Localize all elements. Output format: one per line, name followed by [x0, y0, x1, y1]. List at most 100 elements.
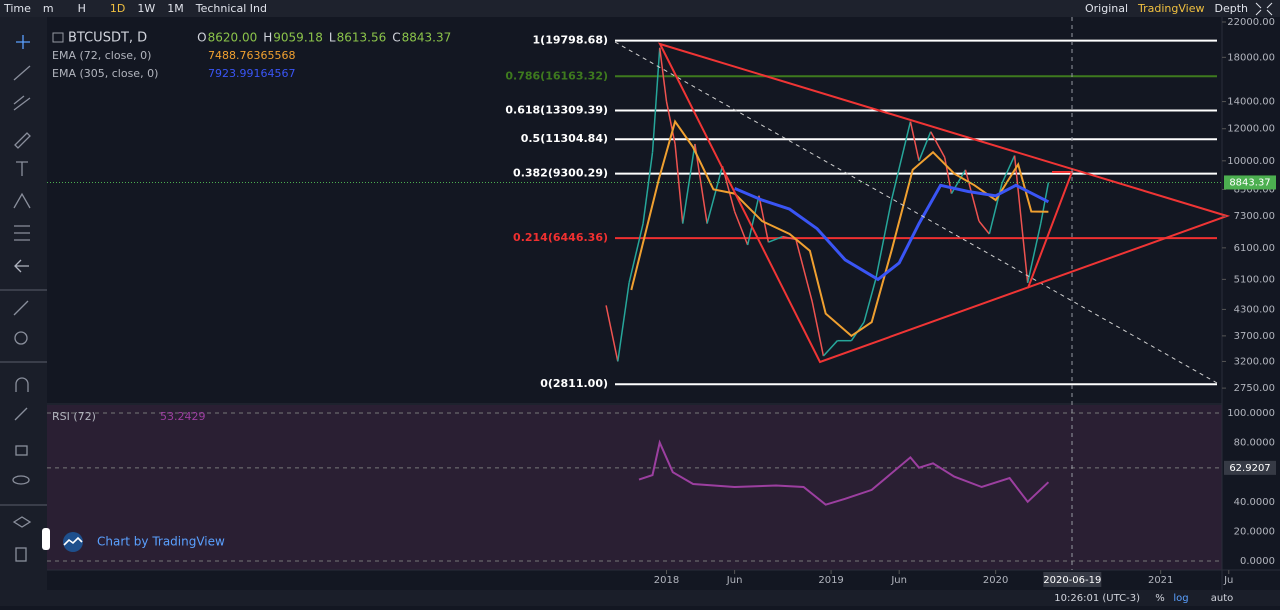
price-segment — [733, 211, 749, 246]
ohlc-key: C — [392, 31, 400, 45]
x-tick-label: Ju — [1223, 575, 1233, 586]
ohlc-value: 8843.37 — [402, 31, 452, 45]
last-price-box — [1224, 175, 1276, 190]
toolbar-button[interactable]: Depth — [1214, 2, 1248, 15]
scale-button[interactable]: auto — [1211, 593, 1234, 604]
fib-label: 0.5(11304.84) — [521, 132, 608, 145]
tv-logo-mark — [63, 536, 83, 546]
price-segment — [811, 301, 825, 357]
y-tick-label: 6100.00 — [1234, 243, 1275, 254]
pattern-icon — [13, 192, 31, 209]
toolbar-button[interactable]: Time — [3, 2, 31, 15]
cursor-date-box — [1043, 572, 1102, 587]
scale-button[interactable]: % — [1155, 593, 1165, 604]
price-segment — [758, 195, 770, 243]
price-segment — [682, 143, 696, 224]
x-tick-label: 2021 — [1148, 575, 1173, 586]
price-segment — [918, 131, 932, 162]
toolbar-button[interactable]: 1W — [137, 2, 155, 15]
plot-layer — [47, 39, 1222, 562]
price-segment — [617, 282, 630, 362]
price-segment — [1026, 223, 1042, 284]
trash-icon — [15, 547, 27, 562]
price-segment — [795, 239, 813, 302]
price-segment — [659, 47, 668, 102]
collapse-handle[interactable] — [42, 528, 50, 550]
bottom-bar — [0, 590, 1280, 606]
ema-line — [734, 183, 1050, 282]
watermark: Chart by TradingView — [97, 535, 225, 549]
price-segment — [651, 47, 661, 153]
price-segment — [978, 220, 990, 235]
toolbar-button[interactable]: 1M — [167, 2, 184, 15]
price-segment — [1001, 155, 1016, 184]
toolbar-button[interactable]: m — [43, 2, 54, 15]
symbol[interactable]: BTCUSDT, D — [68, 31, 147, 46]
scale-button[interactable]: log — [1173, 593, 1188, 604]
y-tick-label: 14000.00 — [1227, 97, 1275, 108]
fib-label: 1(19798.68) — [533, 34, 608, 47]
rsi-tick-label: 80.0000 — [1234, 438, 1275, 449]
left-toolbar — [0, 17, 47, 606]
toolbar-button[interactable]: 1D — [110, 2, 125, 15]
price-segment — [1013, 155, 1029, 283]
back-icon — [14, 259, 29, 273]
y-tick-label: 12000.00 — [1227, 124, 1275, 135]
y-tick-label: 4300.00 — [1234, 304, 1275, 315]
toolbar-button[interactable]: Original — [1085, 2, 1128, 15]
last-price: 8843.37 — [1229, 177, 1270, 188]
text-icon — [16, 161, 28, 176]
rsi-marker: 62.9207 — [1229, 463, 1270, 474]
price-segment — [706, 165, 724, 224]
price-segment — [642, 152, 654, 224]
y-tick-label: 22000.00 — [1227, 17, 1275, 28]
y-tick-label: 3700.00 — [1234, 331, 1275, 342]
toolbar-button[interactable]: H — [78, 2, 86, 15]
fib-label: 0(2811.00) — [540, 377, 608, 390]
fullscreen-icon[interactable] — [1255, 2, 1273, 16]
indicator-value: 7488.76365568 — [208, 49, 295, 62]
indicator-value: 7923.99164567 — [208, 67, 295, 80]
crosshair-icon — [16, 35, 30, 49]
fib-label: 0.618(13309.39) — [505, 103, 608, 116]
toolbar-button[interactable]: TradingView — [1137, 2, 1204, 15]
ohlc-value: 8613.56 — [337, 31, 387, 45]
rsi-value: 53.2429 — [160, 410, 206, 423]
fib-label: 0.786(16163.32) — [505, 69, 608, 82]
rsi-marker-box — [1224, 460, 1276, 475]
tool-separators — [0, 289, 47, 506]
price-segment — [964, 169, 980, 222]
brush-icon — [14, 132, 31, 149]
top-toolbar — [0, 0, 1280, 17]
indicator-name: EMA (305, close, 0) — [52, 67, 158, 80]
price-segment — [782, 235, 797, 241]
layers-icon — [12, 516, 32, 528]
dashed-trendline — [614, 41, 1218, 384]
eye-icon — [12, 475, 30, 485]
tool-icons — [12, 35, 32, 562]
cursor-date: 2020-06-19 — [1043, 575, 1101, 586]
price-segment — [665, 101, 676, 145]
y-tick-label: 7300.00 — [1234, 211, 1275, 222]
lock-draw-icon — [14, 407, 28, 421]
forecast-icon — [14, 225, 30, 241]
price-segment — [768, 235, 783, 243]
x-tick-label: 2018 — [654, 575, 679, 586]
trendline-icon — [13, 65, 31, 81]
lock-icon — [15, 445, 28, 456]
price-segment — [605, 305, 619, 362]
zoom-icon — [14, 331, 28, 345]
rsi-tick-label: 100.0000 — [1227, 408, 1275, 419]
price-segment — [930, 131, 946, 158]
y-tick-label: 2750.00 — [1234, 383, 1275, 394]
toolbar-button[interactable]: Technical Ind — [195, 2, 267, 15]
rsi-tick-label: 20.0000 — [1234, 526, 1275, 537]
ohlc-value: 8620.00 — [208, 31, 258, 45]
y-tick-label: 3200.00 — [1234, 356, 1275, 367]
y-tick-label: 10000.00 — [1227, 156, 1275, 167]
price-segment — [746, 195, 760, 246]
clock: 10:26:01 (UTC-3) — [1054, 593, 1140, 604]
rsi-tick-label: 40.0000 — [1234, 497, 1275, 508]
texts: Time m H 1D 1W 1M Technical Ind Depth TradingVie… — [3, 2, 1276, 604]
